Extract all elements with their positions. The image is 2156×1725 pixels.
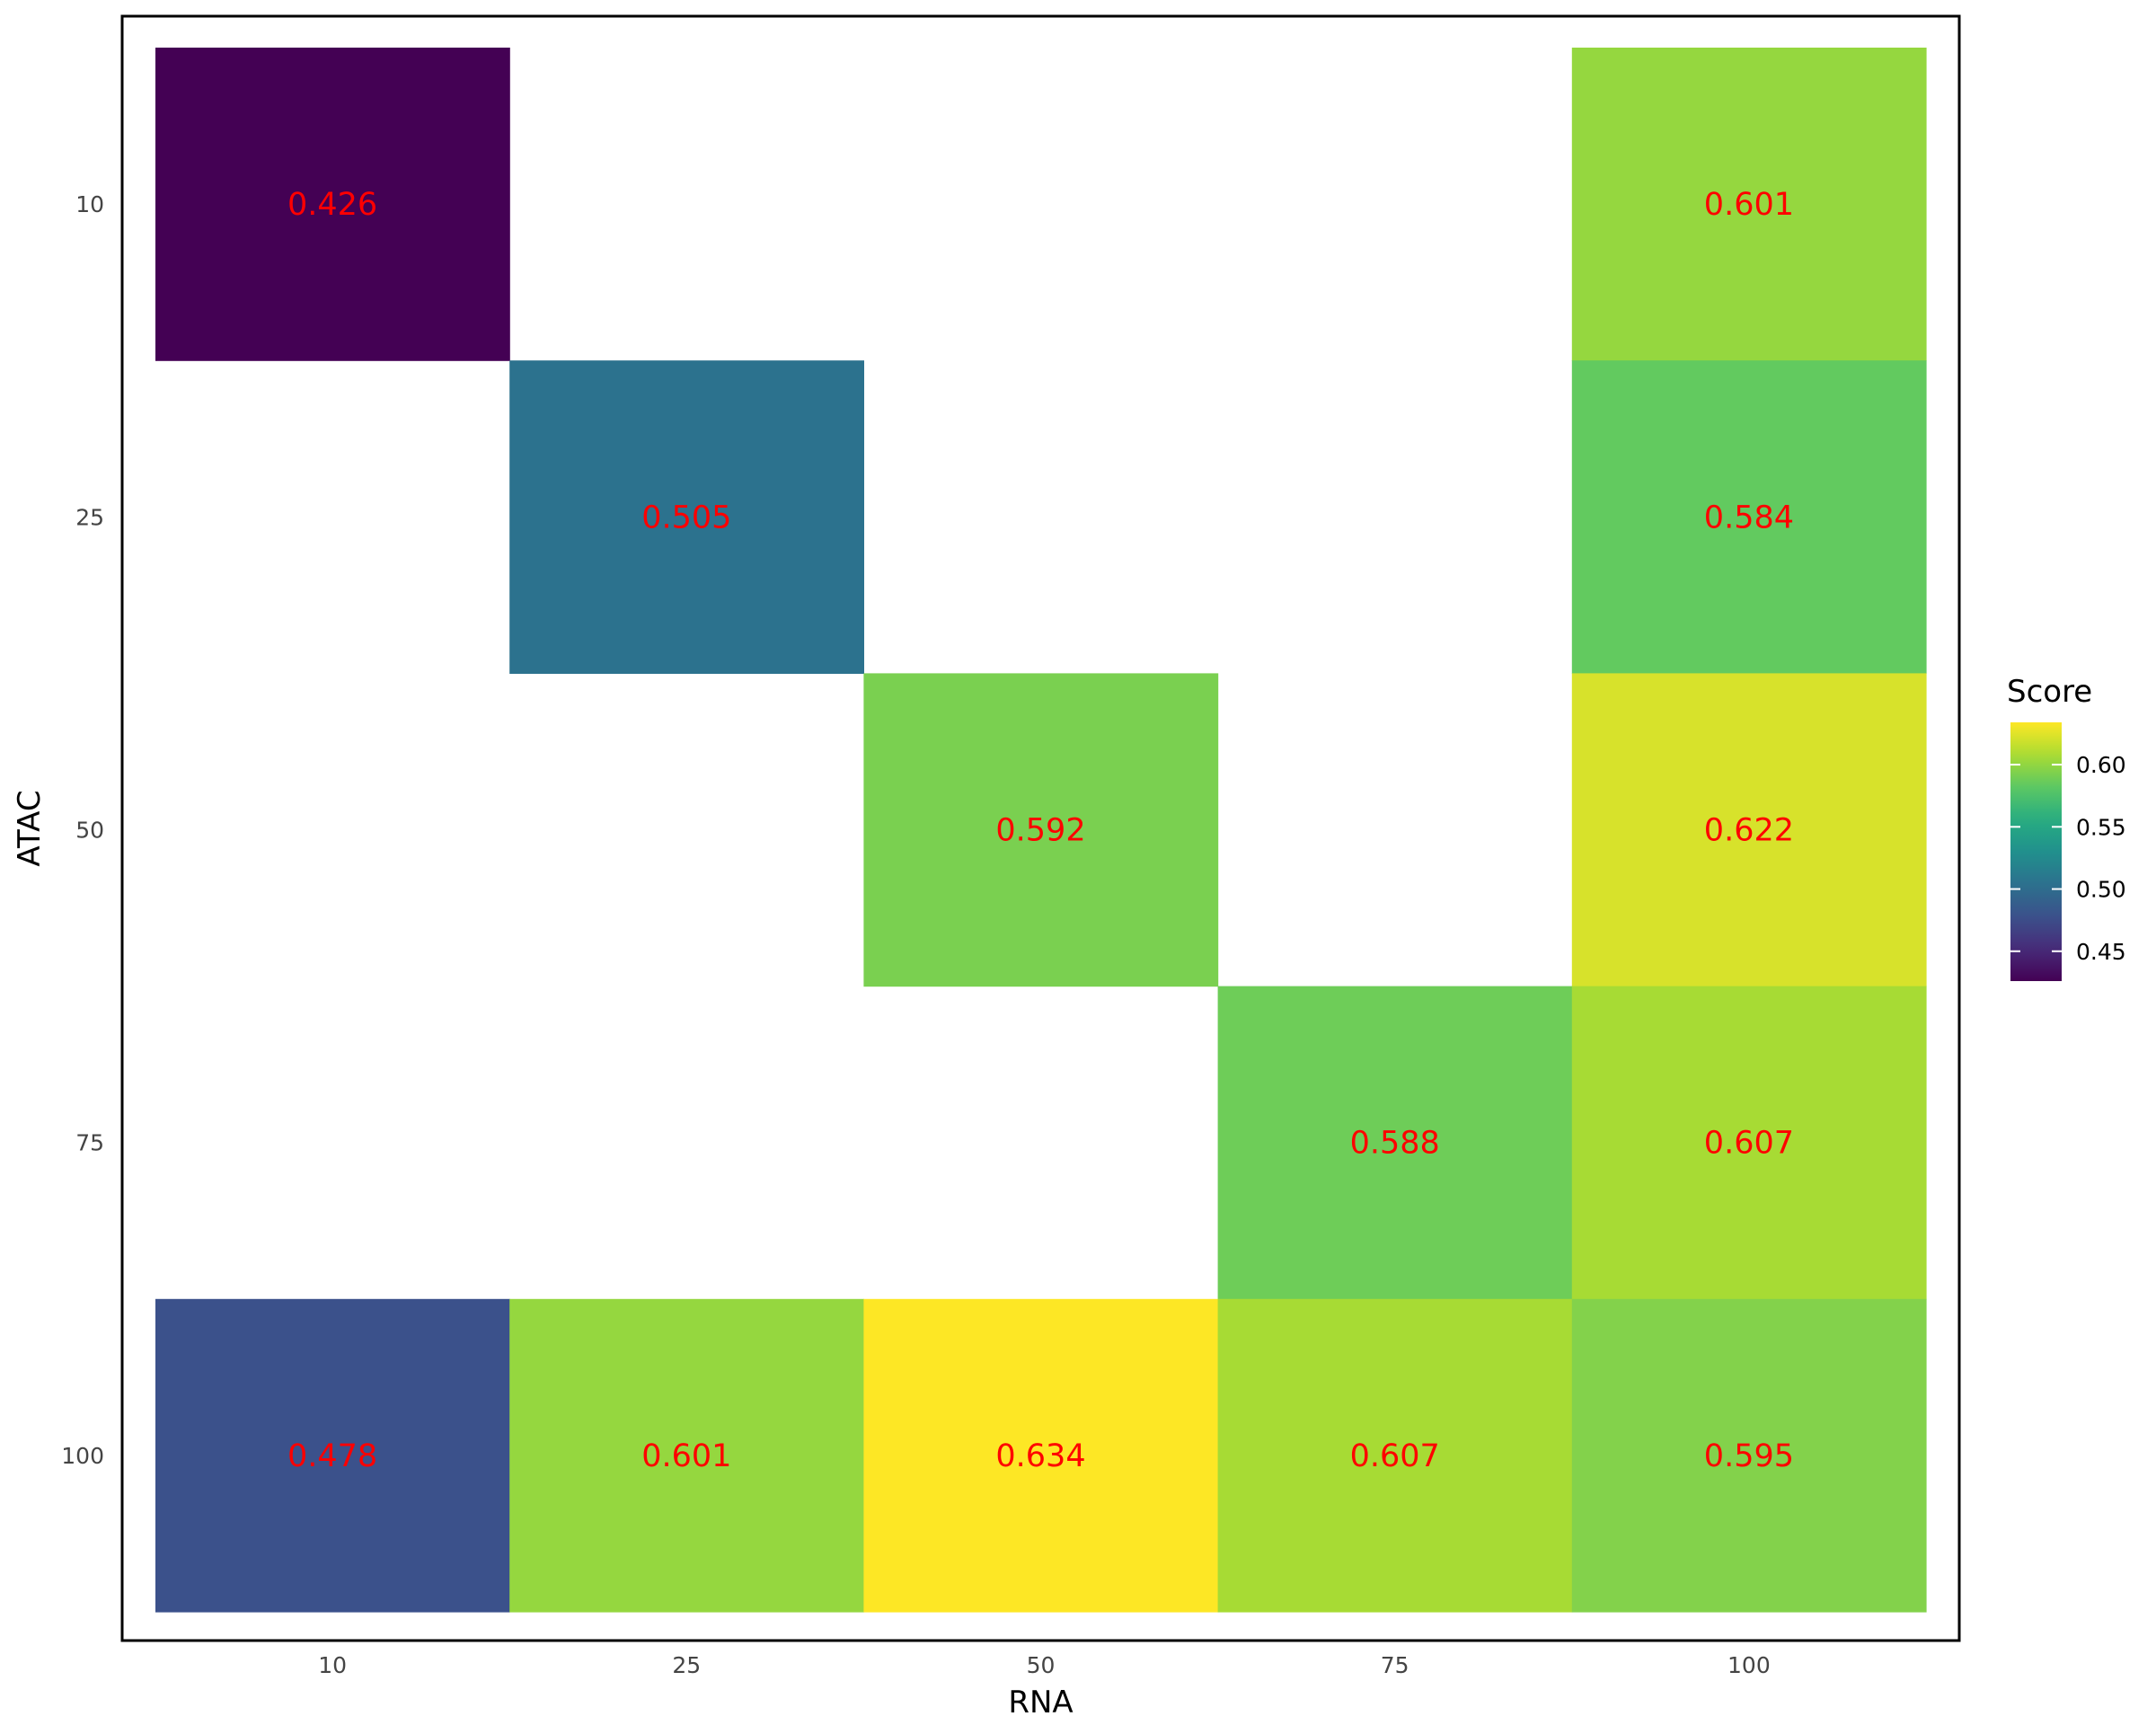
x-tick-label: 50 xyxy=(1027,1652,1056,1678)
x-tick-label: 100 xyxy=(1727,1652,1771,1678)
heatmap-cell xyxy=(509,360,864,674)
x-axis-title: RNA xyxy=(1008,1685,1073,1721)
y-tick-label: 75 xyxy=(75,1130,104,1156)
heatmap-cell xyxy=(863,1298,1219,1613)
heatmap-cell xyxy=(1571,673,1927,987)
cell-value-label: 0.595 xyxy=(1704,1438,1794,1474)
cell-value-label: 0.478 xyxy=(287,1438,377,1474)
legend-title: Score xyxy=(2007,674,2092,710)
cell-value-label: 0.588 xyxy=(1350,1126,1440,1162)
heatmap-cell xyxy=(1217,1298,1573,1613)
cell-value-label: 0.634 xyxy=(995,1438,1085,1474)
heatmap-cell xyxy=(1571,48,1927,361)
cell-value-label: 0.505 xyxy=(641,500,731,535)
cell-value-label: 0.584 xyxy=(1704,500,1794,535)
y-tick-label: 50 xyxy=(75,818,104,844)
x-tick-label: 10 xyxy=(318,1652,347,1678)
heatmap-cells xyxy=(155,48,1927,1613)
legend-tick-label: 0.60 xyxy=(2076,752,2126,778)
cell-value-label: 0.622 xyxy=(1704,813,1794,849)
heatmap-cell xyxy=(155,48,510,361)
x-axis-ticks: 10 25 50 75 100 xyxy=(318,1652,1771,1678)
legend-colorbar xyxy=(2010,722,2062,981)
heatmap-cell xyxy=(1571,1298,1927,1613)
cell-value-label: 0.607 xyxy=(1704,1126,1794,1162)
heatmap-cell xyxy=(155,1298,510,1613)
legend-tick-label: 0.55 xyxy=(2076,814,2126,840)
cell-value-label: 0.592 xyxy=(995,813,1085,849)
heatmap-cell xyxy=(1217,986,1573,1300)
cell-value-label: 0.607 xyxy=(1350,1438,1440,1474)
cell-value-label: 0.601 xyxy=(641,1438,731,1474)
legend-tick-label: 0.45 xyxy=(2076,939,2126,965)
x-tick-label: 25 xyxy=(672,1652,701,1678)
y-tick-label: 25 xyxy=(75,504,104,530)
heatmap-cell xyxy=(1571,360,1927,674)
legend-tick-label: 0.50 xyxy=(2076,877,2126,903)
heatmap-cell xyxy=(863,673,1219,987)
heatmap-cell xyxy=(509,1298,864,1613)
cell-value-label: 0.601 xyxy=(1704,187,1794,223)
x-tick-label: 75 xyxy=(1381,1652,1409,1678)
y-tick-label: 100 xyxy=(61,1443,104,1469)
color-legend: Score 0.45 0.50 0.55 0.60 xyxy=(2007,674,2126,981)
panel-border xyxy=(120,14,1961,1642)
heatmap-cell xyxy=(1571,986,1927,1300)
cell-value-label: 0.426 xyxy=(287,187,377,223)
y-tick-label: 10 xyxy=(75,191,104,217)
y-axis-title: ATAC xyxy=(12,790,48,866)
heatmap-cell-labels: 0.426 0.601 0.505 0.584 0.592 0.622 0.588 0.607… xyxy=(287,187,1794,1474)
y-axis-ticks: 10 25 50 75 100 xyxy=(61,191,104,1469)
legend-ticks: 0.45 0.50 0.55 0.60 xyxy=(2010,752,2126,965)
legend-gradient xyxy=(2010,722,2062,981)
